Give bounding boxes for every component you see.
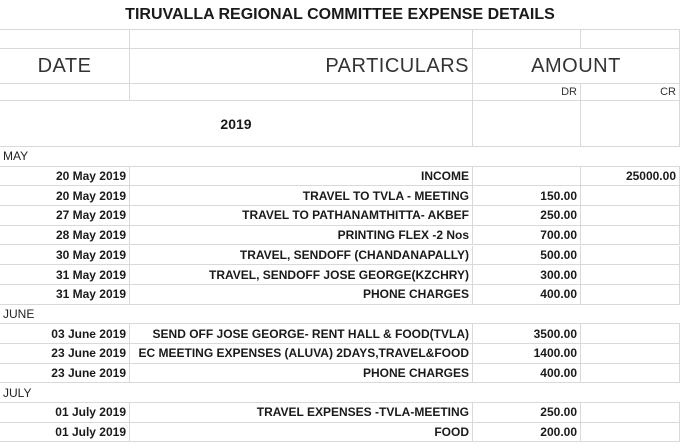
empty-cell [0, 84, 130, 101]
empty-cell [473, 101, 581, 147]
amount-header: AMOUNT [473, 49, 680, 84]
dr-cell: 700.00 [473, 225, 581, 246]
cr-cell [581, 265, 680, 285]
particulars-header: PARTICULARS [130, 49, 473, 84]
dr-cell [473, 166, 581, 187]
cr-cell [581, 422, 680, 443]
date-cell: 23 June 2019 [0, 344, 130, 364]
cr-cell [581, 363, 680, 384]
cr-cell [581, 284, 680, 305]
date-cell: 31 May 2019 [0, 284, 130, 305]
particulars-cell: INCOME [130, 166, 473, 187]
cr-header: CR [581, 84, 680, 101]
particulars-cell: TRAVEL EXPENSES -TVLA-MEETING [130, 403, 473, 423]
particulars-cell: TRAVEL, SENDOFF JOSE GEORGE(KZCHRY) [130, 265, 473, 285]
particulars-cell: TRAVEL TO PATHANAMTHITTA- AKBEF [130, 206, 473, 226]
empty-cell [130, 30, 473, 49]
empty-cell [581, 30, 680, 49]
date-cell: 01 July 2019 [0, 422, 130, 443]
particulars-cell: PHONE CHARGES [130, 363, 473, 384]
particulars-cell: TRAVEL, SENDOFF (CHANDANAPALLY) [130, 245, 473, 266]
dr-cell: 150.00 [473, 186, 581, 207]
date-cell: 20 May 2019 [0, 186, 130, 207]
cr-cell [581, 206, 680, 226]
cr-cell: 25000.00 [581, 166, 680, 187]
cr-cell [581, 245, 680, 266]
month-label: JUNE [0, 305, 680, 325]
date-cell: 28 May 2019 [0, 225, 130, 246]
cr-cell [581, 403, 680, 423]
month-label: JULY [0, 383, 680, 404]
particulars-cell: TRAVEL TO TVLA - MEETING [130, 186, 473, 207]
cr-cell [581, 225, 680, 246]
sheet-title: TIRUVALLA REGIONAL COMMITTEE EXPENSE DET… [0, 0, 680, 30]
particulars-cell: SEND OFF JOSE GEORGE- RENT HALL & FOOD(T… [130, 324, 473, 344]
date-cell: 03 June 2019 [0, 324, 130, 344]
dr-cell: 3500.00 [473, 324, 581, 344]
date-cell: 31 May 2019 [0, 265, 130, 285]
dr-cell: 1400.00 [473, 344, 581, 364]
particulars-cell: PRINTING FLEX -2 Nos [130, 225, 473, 246]
dr-cell: 400.00 [473, 363, 581, 384]
date-cell: 27 May 2019 [0, 206, 130, 226]
cr-cell [581, 186, 680, 207]
date-cell: 01 July 2019 [0, 403, 130, 423]
particulars-cell: EC MEETING EXPENSES (ALUVA) 2DAYS,TRAVEL… [130, 344, 473, 364]
month-label: MAY [0, 147, 680, 167]
empty-cell [473, 30, 581, 49]
empty-cell [0, 30, 130, 49]
dr-cell: 400.00 [473, 284, 581, 305]
empty-cell [130, 84, 473, 101]
dr-header: DR [473, 84, 581, 101]
empty-cell [581, 101, 680, 147]
date-cell: 20 May 2019 [0, 166, 130, 187]
cr-cell [581, 324, 680, 344]
cr-cell [581, 344, 680, 364]
date-cell: 23 June 2019 [0, 363, 130, 384]
particulars-cell: FOOD [130, 422, 473, 443]
particulars-cell: PHONE CHARGES [130, 284, 473, 305]
dr-cell: 500.00 [473, 245, 581, 266]
date-cell: 30 May 2019 [0, 245, 130, 266]
dr-cell: 200.00 [473, 422, 581, 443]
year-label: 2019 [0, 101, 473, 147]
dr-cell: 250.00 [473, 206, 581, 226]
dr-cell: 300.00 [473, 265, 581, 285]
date-header: DATE [0, 49, 130, 84]
dr-cell: 250.00 [473, 403, 581, 423]
